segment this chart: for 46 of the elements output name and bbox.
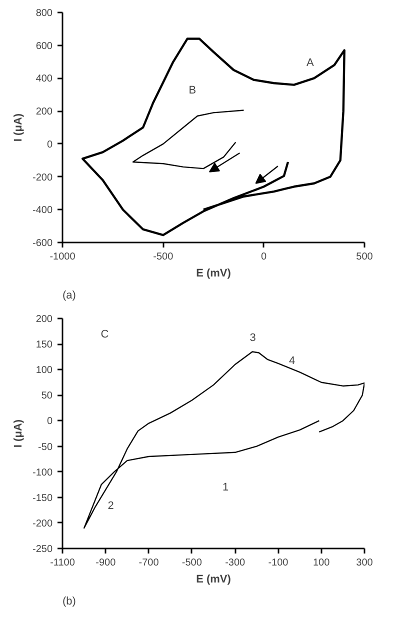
x-tick-label: 0: [261, 252, 268, 262]
x-tick-label: 500: [356, 252, 374, 262]
y-tick-label: -100: [32, 467, 53, 478]
y-tick-label: -400: [32, 205, 53, 216]
x-tick-label: -300: [225, 558, 246, 568]
annotation: C: [100, 328, 109, 341]
y-axis-title: I (μA): [12, 113, 24, 142]
y-tick-label: 100: [36, 365, 53, 376]
y-tick-label: -600: [32, 238, 53, 249]
x-tick-label: 100: [313, 558, 330, 568]
y-tick-label: -250: [32, 544, 53, 555]
line-series: [132, 110, 244, 170]
y-tick-label: 200: [36, 314, 53, 325]
y-tick-label: 50: [41, 390, 53, 402]
y-tick-label: 400: [36, 74, 53, 85]
y-tick-label: -200: [32, 518, 53, 530]
y-tick-label: 0: [46, 139, 53, 150]
annotation: B: [188, 84, 196, 97]
annotation: A: [306, 57, 314, 70]
y-tick-label: 800: [36, 8, 53, 19]
x-tick-label: -500: [153, 252, 174, 262]
annotation: 2: [108, 500, 114, 512]
x-tick-label: -100: [268, 558, 289, 568]
annotation: 4: [288, 354, 296, 367]
line-series: [83, 351, 364, 529]
x-tick-label: -900: [96, 558, 116, 568]
y-tick-label: 0: [46, 416, 53, 428]
y-tick-label: -50: [38, 442, 53, 453]
line-series: [82, 38, 346, 236]
x-tick-label: -1000: [50, 252, 76, 262]
y-axis-title: I (μA): [12, 419, 24, 448]
x-tick-label: -1100: [50, 558, 76, 568]
y-tick-label: 600: [36, 40, 53, 52]
x-axis-title: E (mV): [196, 574, 232, 586]
x-tick-label: -700: [138, 558, 160, 568]
text: (b): [62, 596, 76, 608]
x-tick-label: -500: [182, 558, 202, 568]
y-tick-label: 200: [36, 106, 53, 118]
y-tick-label: -150: [32, 492, 53, 504]
text: (a): [62, 290, 76, 302]
annotation: 3: [250, 332, 256, 344]
x-axis-title: E (mV): [196, 268, 232, 280]
x-tick-label: 300: [356, 558, 374, 568]
y-tick-label: 150: [36, 340, 53, 351]
annotation: 1: [222, 481, 229, 494]
y-tick-label: -200: [32, 172, 53, 184]
